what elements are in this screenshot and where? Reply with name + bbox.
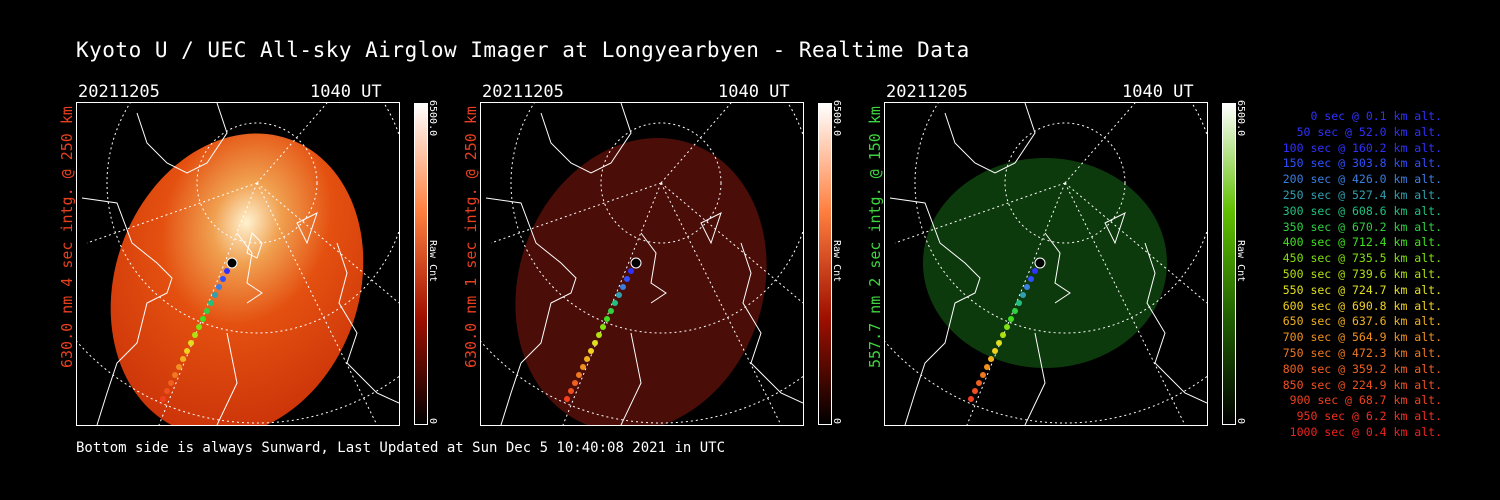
panel-3-colorbar [1222, 103, 1236, 425]
legend-row: 50 sec @ 52.0 km alt. [1296, 124, 1442, 139]
legend-row: 800 sec @ 359.2 km alt. [1282, 361, 1442, 376]
trajectory-dots [160, 257, 238, 402]
panel-3-cb-min: 0 [1235, 418, 1246, 425]
legend-row: 500 sec @ 739.6 km alt. [1282, 267, 1442, 281]
panel-1-image [76, 102, 400, 426]
legend-row: 750 sec @ 472.3 km alt. [1282, 346, 1442, 360]
panel-3-label: 557.7 nm 2 sec intg. @ 150 km [866, 106, 884, 368]
panel-2-colorbar [818, 103, 832, 425]
legend-row: 300 sec @ 608.6 km alt. [1282, 203, 1442, 218]
legend-row: 700 sec @ 564.9 km alt. [1282, 330, 1442, 345]
legend-row: 900 sec @ 68.7 km alt. [1289, 393, 1442, 408]
panel-3-image [884, 102, 1208, 426]
panel-3-cb-max: 6500.0 [1235, 100, 1246, 137]
legend-row: 550 sec @ 724.7 km alt. [1282, 282, 1442, 297]
airglow-image-shape [515, 137, 767, 425]
legend-row: 650 sec @ 637.6 km alt. [1282, 314, 1442, 329]
panel-1-colorbar [414, 103, 428, 425]
map-grid [885, 103, 1207, 425]
map-grid [481, 103, 803, 425]
panel-3-date: 20211205 [886, 82, 968, 102]
legend-row: 0 sec @ 0.1 km alt. [1310, 109, 1442, 123]
page-title: Kyoto U / UEC All-sky Airglow Imager at … [76, 38, 970, 62]
trajectory-dots [968, 257, 1046, 402]
trajectory-dots [564, 257, 642, 402]
panel-1-time: 1040 UT [310, 82, 382, 102]
map-grid [77, 103, 399, 425]
panel-2-cb-min: 0 [831, 418, 842, 425]
legend-row: 150 sec @ 303.8 km alt. [1282, 156, 1442, 171]
legend-row: 100 sec @ 160.2 km alt. [1282, 140, 1442, 155]
panel-2-time: 1040 UT [718, 82, 790, 102]
legend-row: 600 sec @ 690.8 km alt. [1282, 298, 1442, 313]
legend-row: 450 sec @ 735.5 km alt. [1282, 251, 1442, 266]
legend-row: 350 sec @ 670.2 km alt. [1282, 219, 1442, 234]
panel-3-cb-label: Raw Cnt [1235, 240, 1246, 283]
panel-3-time: 1040 UT [1122, 82, 1194, 102]
panel-1-date: 20211205 [78, 82, 160, 102]
legend-row: 400 sec @ 712.4 km alt. [1282, 235, 1442, 250]
legend-row: 850 sec @ 224.9 km alt. [1282, 377, 1442, 392]
legend-row: 1000 sec @ 0.4 km alt. [1289, 425, 1442, 439]
panel-1-cb-min: 0 [427, 418, 438, 425]
panel-1-cb-label: Raw Cnt [427, 240, 438, 283]
panel-2-date: 20211205 [482, 82, 564, 102]
coastline [81, 103, 399, 425]
legend-row: 200 sec @ 426.0 km alt. [1282, 172, 1442, 187]
legend-row: 250 sec @ 527.4 km alt. [1282, 188, 1442, 202]
panel-2-image [480, 102, 804, 426]
footer-note: Bottom side is always Sunward, Last Upda… [76, 440, 726, 456]
coastline [889, 103, 1207, 425]
airglow-image-shape [110, 133, 364, 425]
panel-1-label: 630.0 nm 4 sec intg. @ 250 km [58, 106, 76, 368]
coastline [485, 103, 803, 425]
panel-2-label: 630.0 nm 1 sec intg. @ 250 km [462, 106, 480, 368]
panel-2-cb-label: Raw Cnt [831, 240, 842, 283]
legend-row: 950 sec @ 6.2 km alt. [1296, 409, 1442, 424]
panel-2-cb-max: 6500.0 [831, 100, 842, 137]
panel-1-cb-max: 6500.0 [427, 100, 438, 137]
